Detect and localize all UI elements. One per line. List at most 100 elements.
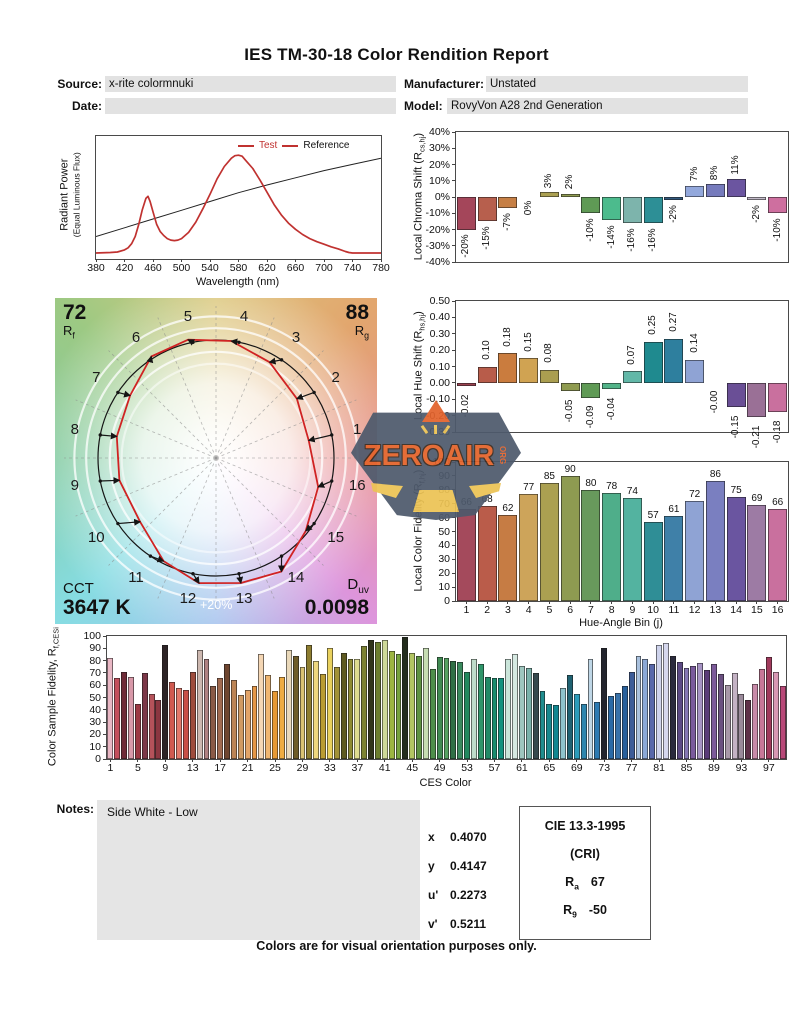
ray-icon: [434, 425, 437, 434]
bar-value-label: -16%: [626, 228, 638, 252]
bar-value-label: -10%: [584, 218, 596, 242]
bar: [768, 197, 788, 214]
bar: [705, 184, 725, 197]
bar: [573, 693, 580, 759]
reference-legend-label: Reference: [303, 140, 350, 151]
hue-bin-number: 4: [239, 307, 249, 325]
bar: [539, 369, 559, 383]
reference-point: [279, 554, 284, 558]
y-tick-mark: [452, 349, 456, 351]
bar: [539, 192, 559, 197]
reference-point: [98, 433, 102, 437]
bar: [258, 654, 265, 759]
bar: [615, 692, 621, 759]
reference-point: [279, 358, 284, 362]
hue-bin-number: 7: [92, 368, 101, 386]
bar: [663, 643, 669, 759]
bar: [560, 475, 580, 601]
hue-bin-number: 1: [353, 420, 362, 438]
bar: [114, 677, 121, 759]
x-tick-mark: [631, 759, 633, 762]
bar: [580, 703, 587, 759]
x-tick-mark: [247, 759, 249, 762]
bar: [491, 677, 498, 759]
y-tick-mark: [103, 746, 107, 748]
tent-icon: [422, 400, 450, 422]
x-tick-mark: [137, 759, 139, 762]
bar: [601, 648, 608, 759]
bar-value-label: 0.27: [667, 312, 679, 332]
spd-chart: Test Reference 380 420 460 500 540 580 620 660 7…: [87, 135, 390, 273]
x-tick-mark: [465, 601, 467, 604]
bar: [518, 665, 525, 759]
x-tick-label: 1: [107, 762, 114, 774]
x-tick-label: 5: [134, 762, 141, 774]
ces-y-axis-label: Color Sample Fidelity, Rf,CESi: [46, 602, 61, 792]
bar: [581, 197, 601, 214]
bar: [705, 481, 725, 601]
bar: [512, 654, 519, 759]
hue-bin-spoke: [215, 457, 357, 517]
bar: [649, 664, 656, 759]
bar: [656, 644, 663, 759]
shift-arrow: [100, 432, 118, 440]
bar: [643, 197, 663, 223]
bar: [498, 197, 518, 209]
y-tick-label: 10: [89, 740, 101, 753]
shift-arrow: [117, 390, 132, 398]
y-tick-mark: [103, 684, 107, 686]
bar: [690, 665, 697, 759]
bar: [726, 179, 746, 197]
x-tick-mark: [181, 259, 182, 262]
bar: [594, 702, 601, 759]
x-tick-label: 8: [608, 604, 615, 616]
x-tick-mark: [301, 759, 303, 762]
y-tick-mark: [452, 366, 456, 367]
x-tick-label: 41: [378, 762, 391, 774]
y-tick-label: 0.10: [429, 360, 450, 373]
x-tick-label: 85: [680, 762, 693, 774]
bar: [272, 691, 278, 759]
x-tick-label: 12: [688, 604, 701, 616]
spd-y-axis-label-line2: (Equal Luminous Flux): [71, 152, 82, 238]
hue-bin-number: 15: [327, 529, 345, 546]
y-tick-label: 10%: [428, 174, 450, 187]
bar: [409, 653, 416, 759]
bar: [642, 659, 649, 759]
bar: [395, 654, 402, 759]
bar: [643, 341, 663, 383]
bar: [717, 674, 724, 759]
y-tick-mark: [452, 300, 456, 302]
bar: [456, 509, 476, 601]
bar: [477, 664, 484, 759]
spd-curves: [96, 154, 381, 254]
hue-bin-number: 11: [128, 568, 144, 586]
x-tick-mark: [494, 759, 495, 762]
y-tick-label: 30: [438, 553, 450, 566]
x-tick-label: 2: [484, 604, 491, 616]
y-tick-mark: [103, 733, 107, 735]
bar: [121, 671, 128, 759]
bar-value-label: 69: [751, 493, 763, 505]
y-tick-mark: [103, 721, 107, 723]
x-tick-label: 4: [525, 604, 532, 616]
cct-stat: CCT 3647 K: [63, 581, 131, 619]
bar: [477, 506, 497, 601]
bar: [176, 687, 182, 759]
y-tick-mark: [452, 196, 456, 198]
shift-arrow: [117, 518, 142, 526]
color-vector-svg: [64, 306, 368, 610]
bar: [532, 672, 539, 759]
y-tick-mark: [452, 229, 456, 230]
shift-arrow: [146, 355, 154, 364]
bar: [470, 659, 477, 759]
x-tick-mark: [95, 259, 97, 262]
bar: [422, 648, 429, 759]
bar: [676, 661, 683, 759]
bar-value-label: 74: [626, 486, 638, 498]
y-tick-label: 0.40: [429, 311, 450, 324]
bar: [539, 691, 546, 759]
bar: [685, 359, 705, 383]
x-tick-mark: [694, 601, 696, 604]
bar: [685, 185, 705, 197]
